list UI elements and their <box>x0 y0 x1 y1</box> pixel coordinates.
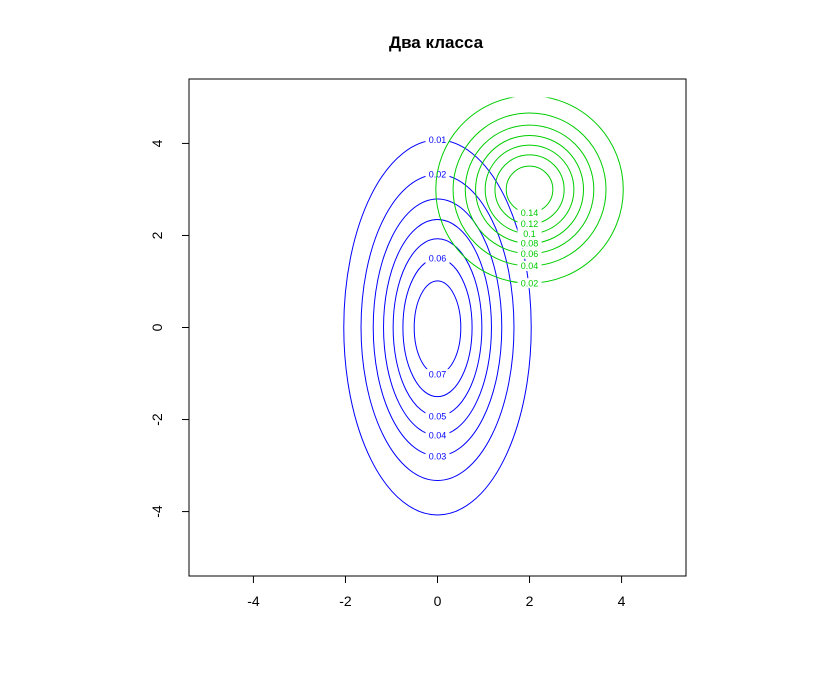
x-tick-label: 0 <box>434 593 442 609</box>
contour-level-label: 0.01 <box>429 135 447 145</box>
x-tick-label: -4 <box>247 593 260 609</box>
contour-label-bg <box>425 411 450 422</box>
contour-label-bg <box>425 253 450 264</box>
contour-line <box>383 219 492 436</box>
contour-line <box>392 238 483 417</box>
y-tick-label: -4 <box>149 505 165 518</box>
contour-label-bg <box>517 228 542 239</box>
plot-area-frame <box>188 78 687 577</box>
contour-level-label: 0.05 <box>429 411 447 421</box>
chart-title: Два класса <box>389 33 484 52</box>
contour-label-bg <box>425 451 450 462</box>
contour-label-bg <box>517 248 542 259</box>
contour-level-label: 0.06 <box>429 254 447 264</box>
contour-label-bg <box>517 260 542 271</box>
contour-series-0: 0.01 0.02 0.03 0.04 0.05 0.06 0.07 <box>343 135 532 516</box>
y-axis: -4 -2 0 2 4 <box>149 139 190 518</box>
contour-label-bg <box>517 219 542 230</box>
y-tick-label: 4 <box>149 139 165 147</box>
y-tick-label: -2 <box>149 413 165 426</box>
contour-level-label: 0.04 <box>429 431 447 441</box>
contour-level-label: 0.06 <box>521 249 539 259</box>
y-tick-label: 0 <box>149 323 165 331</box>
y-tick-label: 2 <box>149 231 165 239</box>
contour-level-label: 0.04 <box>521 261 539 271</box>
contour-label-bg <box>425 135 450 146</box>
contour-level-label: 0.14 <box>521 208 539 218</box>
contour-series-1: 0.02 0.04 0.060.080.10.120.14 <box>435 97 624 289</box>
contour-line <box>413 280 462 375</box>
contour-label-bg <box>517 207 542 218</box>
x-tick-label: 4 <box>618 593 626 609</box>
contour-label-bg <box>517 238 542 249</box>
contour-label-bg <box>425 169 450 180</box>
x-axis: -4 -2 0 2 4 <box>247 575 626 609</box>
contour-level-label: 0.02 <box>521 278 539 288</box>
contour-level-label: 0.03 <box>429 451 447 461</box>
contour-level-label: 0.1 <box>523 229 536 239</box>
contour-label-bg <box>425 369 450 380</box>
contour-level-label: 0.08 <box>521 239 539 249</box>
contour-level-label: 0.02 <box>429 170 447 180</box>
x-tick-label: -2 <box>339 593 352 609</box>
contour-line <box>505 165 554 214</box>
contour-label-bg <box>517 278 542 289</box>
contour-level-label: 0.07 <box>429 369 447 379</box>
x-tick-label: 2 <box>526 593 534 609</box>
contour-level-label: 0.12 <box>521 219 539 229</box>
contour-label-bg <box>425 430 450 441</box>
contour-lines: 0.01 0.02 0.03 0.04 0.05 0.06 0.07 0.02 0.04 0.06… <box>343 97 624 516</box>
